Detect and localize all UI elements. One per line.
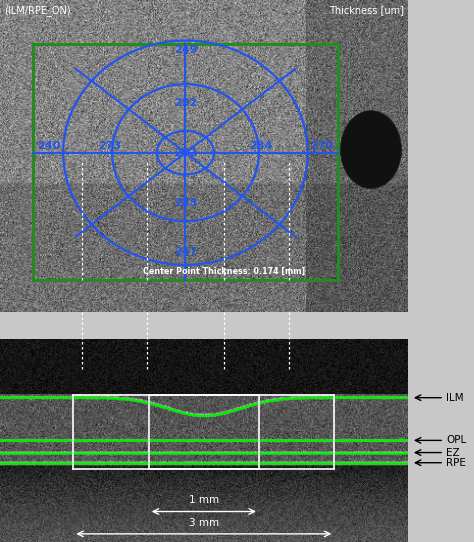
Text: RPE: RPE (446, 458, 466, 468)
Text: EZ: EZ (446, 448, 460, 457)
Text: 273: 273 (99, 141, 122, 151)
Text: ILM: ILM (446, 393, 464, 403)
Text: 283: 283 (174, 198, 197, 208)
Text: OPL: OPL (446, 435, 466, 446)
Text: 240: 240 (37, 141, 61, 151)
Text: 3 mm: 3 mm (189, 518, 219, 528)
Ellipse shape (340, 111, 401, 189)
Bar (33, 44, 338, 281)
Text: 1 mm: 1 mm (189, 495, 219, 505)
Text: 247: 247 (174, 248, 197, 257)
Text: Thickness [um]: Thickness [um] (328, 5, 403, 15)
Text: (ILM/RPE_ON): (ILM/RPE_ON) (4, 5, 71, 16)
Text: 292: 292 (174, 98, 197, 108)
Text: 249: 249 (174, 45, 197, 55)
Text: 202: 202 (174, 148, 197, 158)
Text: Center Point Thickness: 0.174 [mm]: Center Point Thickness: 0.174 [mm] (143, 267, 305, 276)
Text: 284: 284 (249, 141, 273, 151)
Text: 270: 270 (310, 141, 334, 151)
